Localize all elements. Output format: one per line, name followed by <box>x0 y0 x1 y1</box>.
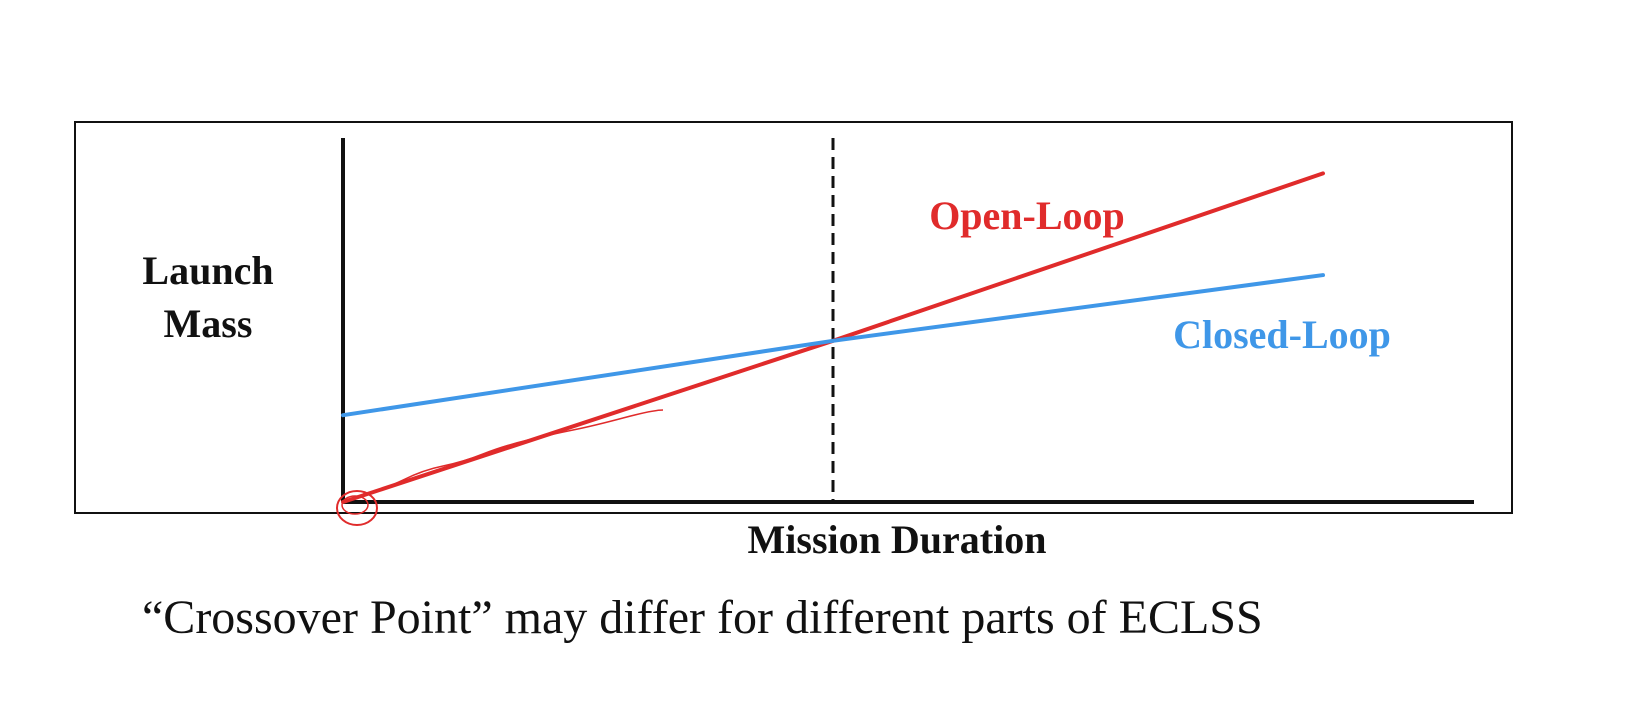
chart-frame <box>74 121 1513 514</box>
origin-circle-annotation <box>336 490 378 526</box>
origin-scribble-annotation <box>341 495 369 515</box>
x-axis-label: Mission Duration <box>748 517 1047 562</box>
y-axis-label-line-1: Launch <box>142 248 273 293</box>
squiggle-annotation <box>362 409 664 495</box>
y-axis-label-line-2: Mass <box>164 301 253 346</box>
open-loop-label: Open-Loop <box>929 193 1125 238</box>
closed-loop-label: Closed-Loop <box>1173 312 1391 357</box>
caption: “Crossover Point” may differ for differe… <box>142 591 1263 644</box>
closed-loop-line <box>341 273 1325 418</box>
